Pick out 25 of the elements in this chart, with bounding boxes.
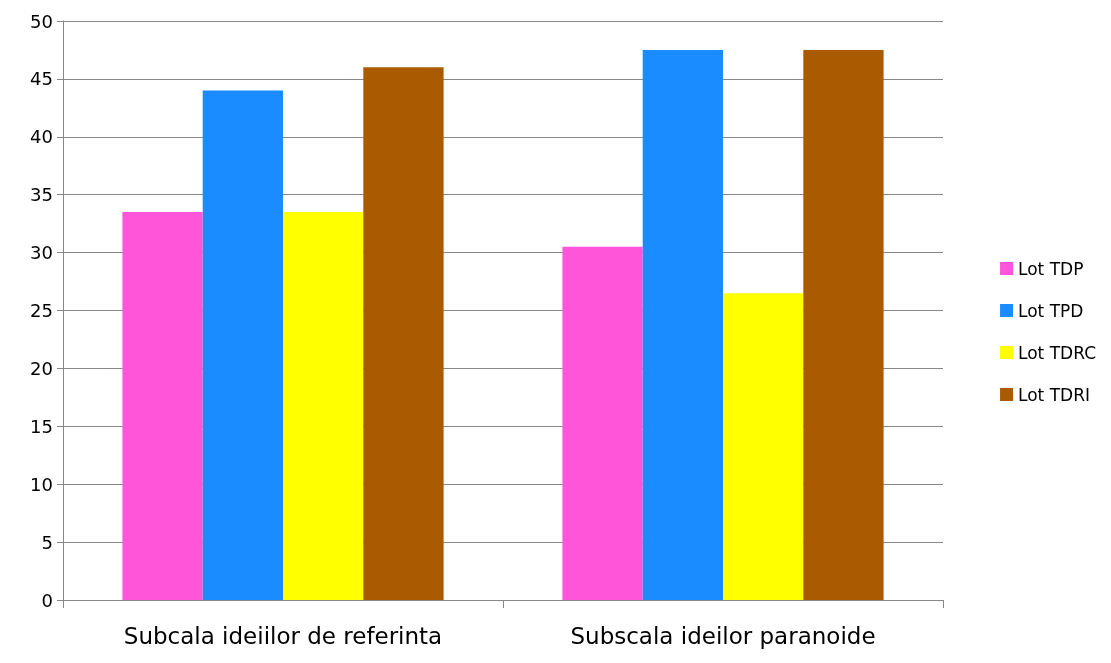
x-tick-label: Subcala ideiilor de referinta (123, 622, 443, 649)
y-tick-label: 20 (30, 357, 53, 379)
y-tick-label: 30 (30, 242, 53, 264)
y-tick-label: 45 (30, 68, 53, 90)
y-tick-label: 50 (30, 10, 53, 32)
y-tick-label: 0 (41, 589, 53, 611)
legend-label: Lot TDRC (1018, 342, 1096, 363)
bar (202, 90, 283, 600)
bar (122, 212, 203, 600)
bar (803, 49, 884, 600)
legend-label: Lot TDRI (1018, 384, 1090, 405)
y-tick-label: 35 (30, 184, 53, 206)
bar (283, 212, 364, 600)
bar (642, 49, 723, 600)
bar (562, 246, 643, 600)
y-tick-label: 25 (30, 300, 53, 321)
x-tick-label: Subscala ideilor paranoide (570, 622, 876, 649)
bar (363, 67, 444, 600)
y-tick-label: 5 (41, 531, 53, 553)
legend-label: Lot TPD (1018, 300, 1084, 321)
y-tick-label: 15 (30, 415, 53, 437)
y-tick-label: 10 (30, 473, 53, 495)
legend-label: Lot TDP (1018, 258, 1084, 279)
y-tick-label: 40 (30, 126, 53, 148)
bar (723, 293, 804, 600)
